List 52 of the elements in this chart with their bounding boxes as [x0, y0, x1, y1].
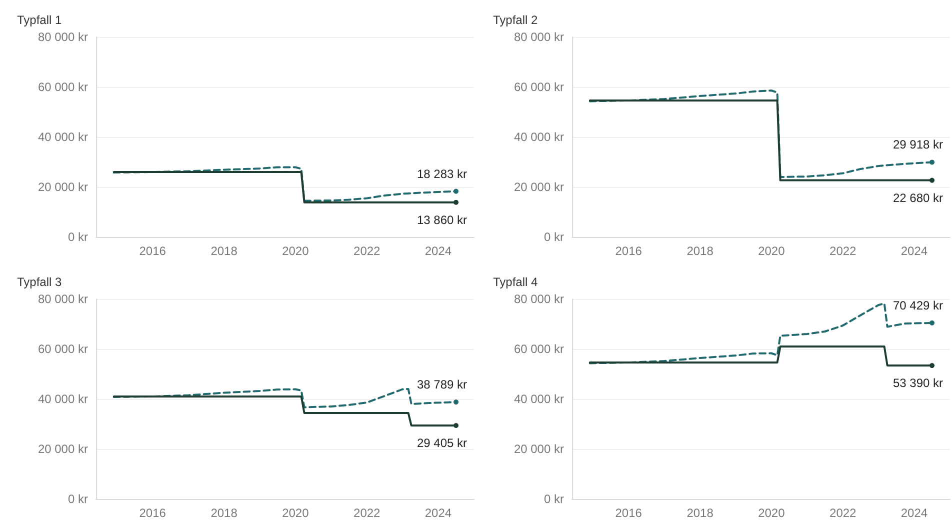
x-tick-label: 2016	[615, 506, 642, 520]
y-tick-label: 80 000 kr	[38, 292, 88, 306]
data-label: 13 860 kr	[416, 212, 468, 227]
y-tick-label: 80 000 kr	[38, 30, 88, 44]
x-tick-label: 2024	[424, 244, 452, 258]
x-tick-label: 2020	[282, 506, 310, 520]
x-tick-label: 2022	[354, 506, 381, 520]
y-tick-label: 20 000 kr	[514, 180, 564, 194]
data-label: 29 405 kr	[416, 436, 468, 450]
y-tick-label: 0 kr	[544, 492, 564, 506]
y-tick-label: 20 000 kr	[38, 180, 88, 194]
data-label: 53 390 kr	[892, 376, 944, 390]
x-tick-label: 2020	[282, 244, 310, 258]
x-tick-label: 2018	[686, 244, 714, 258]
x-tick-label: 2018	[686, 506, 714, 520]
x-tick-label: 2020	[758, 506, 786, 520]
y-tick-label: 0 kr	[68, 230, 88, 244]
x-tick-label: 2018	[210, 506, 238, 520]
x-tick-label: 2018	[210, 244, 238, 258]
y-tick-label: 60 000 kr	[38, 80, 88, 94]
x-tick-label: 2016	[139, 244, 166, 258]
data-label: 38 789 kr	[416, 378, 468, 392]
y-tick-label: 60 000 kr	[38, 342, 88, 356]
y-tick-label: 80 000 kr	[514, 292, 564, 306]
data-label: 70 429 kr	[892, 298, 944, 312]
chart-title: Typfall 4	[493, 275, 538, 289]
data-label: 29 918 kr	[892, 138, 944, 152]
y-tick-label: 60 000 kr	[514, 342, 564, 356]
y-tick-label: 40 000 kr	[514, 392, 564, 406]
x-tick-label: 2016	[615, 244, 642, 258]
x-tick-label: 2022	[354, 244, 381, 258]
chart-title: Typfall 1	[17, 13, 62, 27]
x-tick-label: 2024	[900, 244, 928, 258]
data-label: 18 283 kr	[416, 166, 468, 181]
x-tick-label: 2016	[139, 506, 166, 520]
y-tick-label: 0 kr	[544, 230, 564, 244]
y-tick-label: 40 000 kr	[38, 392, 88, 406]
y-tick-label: 0 kr	[68, 492, 88, 506]
x-tick-label: 2022	[830, 244, 857, 258]
x-tick-label: 2024	[424, 506, 452, 520]
y-tick-label: 20 000 kr	[514, 442, 564, 456]
y-tick-label: 40 000 kr	[38, 130, 88, 144]
y-tick-label: 80 000 kr	[514, 30, 564, 44]
y-tick-label: 40 000 kr	[514, 130, 564, 144]
data-label: 22 680 kr	[892, 190, 944, 205]
y-tick-label: 20 000 kr	[38, 442, 88, 456]
x-tick-label: 2024	[900, 506, 928, 520]
y-tick-label: 60 000 kr	[514, 80, 564, 94]
x-tick-label: 2020	[758, 244, 786, 258]
x-tick-label: 2022	[830, 506, 857, 520]
chart-title: Typfall 3	[17, 275, 62, 289]
chart-title: Typfall 2	[493, 13, 538, 27]
